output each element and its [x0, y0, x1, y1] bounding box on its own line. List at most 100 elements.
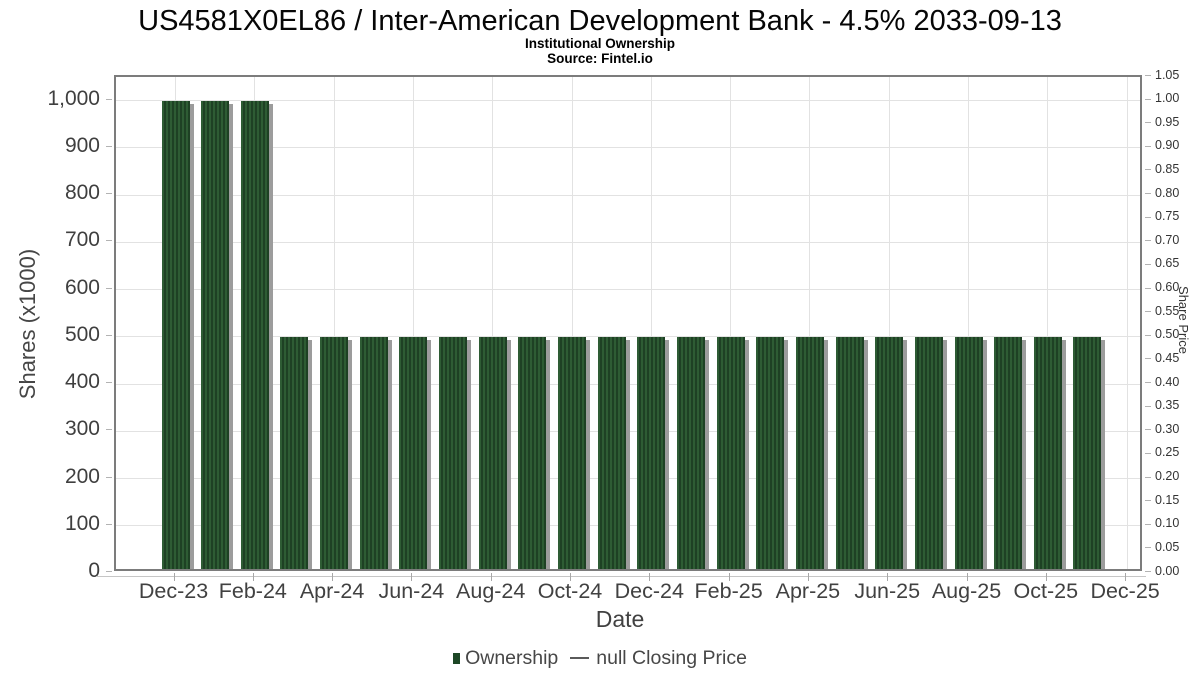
x-tick-label: Oct-25 [1013, 579, 1079, 603]
y-tick-label-right: 0.80 [1155, 185, 1180, 200]
ownership-bar [558, 336, 586, 569]
y-tick-mark-right [1145, 358, 1151, 360]
y-tick-label-left: 500 [64, 322, 100, 346]
ownership-legend-label: Ownership [465, 646, 559, 669]
y-tick-label-right: 0.70 [1155, 232, 1180, 247]
y-tick-label-right: 0.00 [1155, 563, 1180, 578]
x-tick-mark [173, 573, 175, 581]
h-gridline [116, 100, 1140, 102]
h-gridline [116, 525, 1140, 527]
y-tick-label-right: 0.10 [1155, 516, 1180, 531]
y-tick-mark-right [1145, 75, 1151, 76]
y-tick-label-right: 0.35 [1155, 398, 1180, 413]
ownership-bar [161, 100, 190, 569]
y-tick-label-right: 0.15 [1155, 492, 1180, 507]
y-tick-mark-left [106, 429, 112, 431]
x-tick-label: Aug-24 [456, 579, 526, 603]
x-tick-label: Feb-25 [694, 579, 763, 603]
chart-subtitle: Institutional Ownership [524, 36, 675, 51]
ownership-bar [399, 336, 428, 569]
h-gridline [116, 383, 1140, 385]
plot-area [114, 75, 1142, 571]
y-tick-label-right: 0.60 [1155, 280, 1180, 295]
y-tick-label-right: 0.95 [1155, 114, 1180, 129]
y-tick-label-left: 800 [64, 181, 100, 205]
y-tick-label-right: 0.75 [1155, 209, 1180, 224]
h-gridline [116, 289, 1140, 291]
y-tick-label-right: 0.65 [1155, 256, 1180, 271]
v-gridline [1047, 77, 1049, 569]
y-tick-label-right: 0.50 [1155, 327, 1180, 342]
y-tick-mark-right [1145, 193, 1151, 195]
ownership-bar [280, 336, 309, 569]
x-tick-label: Feb-24 [218, 579, 287, 603]
y-tick-label-left: 100 [64, 511, 100, 535]
y-tick-label-right: 0.25 [1155, 445, 1180, 460]
v-gridline [730, 77, 732, 569]
x-tick-label: Oct-24 [537, 579, 603, 603]
x-tick-label: Dec-23 [138, 579, 209, 603]
legend: Ownership null Closing Price [0, 645, 1200, 671]
y-tick-mark-right [1145, 169, 1151, 171]
y-tick-mark-left [106, 334, 112, 336]
x-tick-mark [966, 573, 968, 581]
y-tick-mark-right [1145, 523, 1151, 525]
y-tick-mark-left [106, 571, 112, 572]
y-tick-label-right: 0.85 [1155, 161, 1180, 176]
y-tick-label-right: 0.05 [1155, 539, 1180, 554]
v-gridline [492, 77, 494, 569]
y-tick-mark-left [106, 523, 112, 525]
y-tick-mark-right [1145, 98, 1151, 100]
x-tick-label: Apr-24 [299, 579, 365, 603]
closing-price-legend-label: null Closing Price [596, 646, 747, 669]
x-tick-mark [887, 573, 889, 581]
ownership-bar [518, 336, 547, 569]
y-tick-label-right: 0.30 [1155, 421, 1180, 436]
y-tick-label-left: 600 [64, 275, 100, 299]
y-tick-mark-right [1145, 145, 1151, 147]
x-tick-label: Dec-25 [1090, 579, 1160, 603]
ownership-bar [1073, 336, 1102, 569]
v-gridline [412, 77, 414, 569]
ownership-bar [875, 336, 904, 569]
y-tick-mark-right [1145, 311, 1151, 313]
x-tick-mark [490, 573, 492, 581]
y-tick-mark-right [1145, 547, 1151, 549]
x-tick-label: Apr-25 [775, 579, 841, 603]
h-gridline [116, 194, 1140, 196]
x-tick-mark [332, 573, 334, 581]
ownership-bar [994, 336, 1023, 569]
x-tick-mark [252, 573, 254, 581]
x-axis-title: Date [595, 606, 645, 632]
y-tick-mark-right [1145, 122, 1151, 124]
x-tick-mark [649, 573, 651, 581]
ownership-bar [1033, 336, 1062, 569]
ownership-bar [240, 100, 269, 569]
x-tick-label: Jun-24 [378, 579, 445, 603]
y-tick-mark-left [106, 287, 112, 289]
y-tick-mark-right [1145, 452, 1151, 454]
y-tick-mark-left [106, 145, 112, 147]
y-tick-mark-right [1145, 500, 1151, 502]
y-tick-label-right: 0.55 [1155, 303, 1180, 318]
ownership-bar [795, 336, 824, 569]
h-gridline [116, 336, 1140, 338]
ownership-bar [835, 336, 864, 569]
ownership-bar [359, 336, 388, 569]
y-tick-label-right: 0.45 [1155, 350, 1180, 365]
v-gridline [650, 77, 652, 569]
y-tick-mark-left [106, 382, 112, 384]
chart-title: US4581X0EL86 / Inter-American Developmen… [138, 5, 1062, 37]
ownership-bar [439, 336, 468, 569]
y-tick-mark-left [106, 476, 112, 478]
ownership-bar [716, 336, 745, 569]
ownership-bar [597, 336, 626, 569]
v-gridline [888, 77, 890, 569]
x-tick-label: Aug-25 [931, 579, 1002, 603]
ownership-bar [320, 336, 349, 569]
y-tick-mark-left [106, 193, 112, 195]
y-tick-mark-right [1145, 216, 1151, 218]
chart-source: Source: Fintel.io [547, 51, 653, 66]
y-tick-label-left: 0 [88, 559, 100, 582]
